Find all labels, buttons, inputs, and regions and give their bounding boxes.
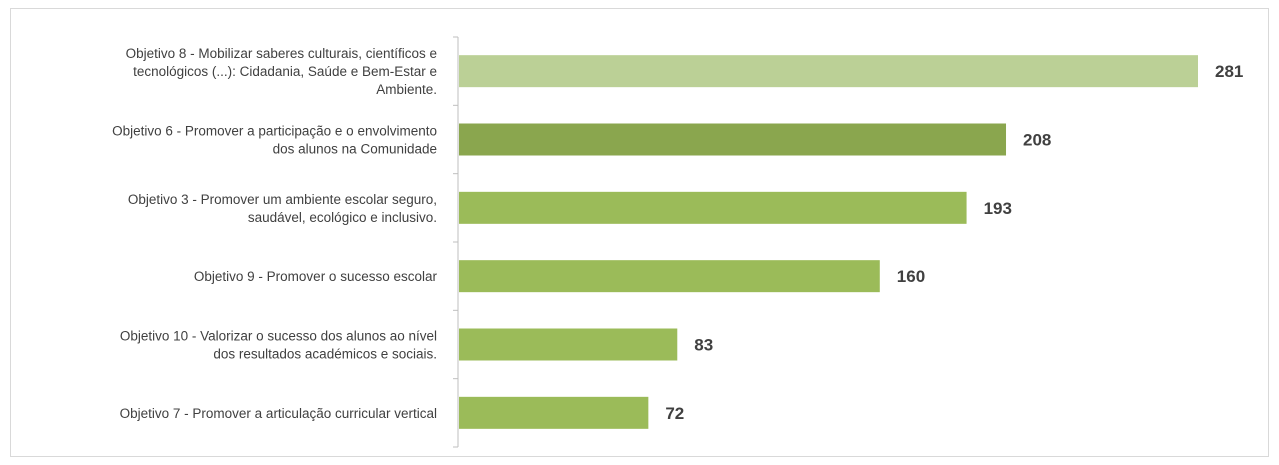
bar bbox=[459, 55, 1198, 88]
category-label-line: Objetivo 6 - Promover a participação e o… bbox=[112, 124, 437, 139]
value-label: 83 bbox=[694, 336, 713, 355]
category-label-line: Ambiente. bbox=[376, 82, 437, 97]
category-label-line: Objetivo 8 - Mobilizar saberes culturais… bbox=[126, 46, 437, 61]
category-label-line: tecnológicos (...): Cidadania, Saúde e B… bbox=[133, 64, 437, 79]
bar bbox=[459, 328, 678, 361]
value-label: 208 bbox=[1023, 131, 1051, 150]
value-label: 72 bbox=[665, 404, 684, 423]
category-label: Objetivo 10 - Valorizar o sucesso dos al… bbox=[120, 329, 437, 362]
bar bbox=[459, 260, 880, 293]
category-label: Objetivo 3 - Promover um ambiente escola… bbox=[128, 192, 437, 225]
category-label-line: Objetivo 7 - Promover a articulação curr… bbox=[120, 406, 437, 421]
value-label: 160 bbox=[897, 267, 925, 286]
value-label: 193 bbox=[984, 199, 1012, 218]
value-label: 281 bbox=[1215, 62, 1243, 81]
bar bbox=[459, 396, 649, 429]
category-label: Objetivo 9 - Promover o sucesso escolar bbox=[194, 269, 438, 284]
category-label-line: dos resultados académicos e sociais. bbox=[213, 347, 437, 362]
chart-frame: 281 Objetivo 8 - Mobilizar saberes cultur… bbox=[10, 8, 1269, 457]
category-label-line: Objetivo 10 - Valorizar o sucesso dos al… bbox=[120, 329, 437, 344]
category-label-line: Objetivo 9 - Promover o sucesso escolar bbox=[194, 269, 438, 284]
category-label: Objetivo 7 - Promover a articulação curr… bbox=[120, 406, 437, 421]
category-label: Objetivo 6 - Promover a participação e o… bbox=[112, 124, 437, 157]
bar-chart: 281 Objetivo 8 - Mobilizar saberes cultur… bbox=[112, 36, 1243, 448]
bar bbox=[459, 123, 1007, 156]
category-label: Objetivo 8 - Mobilizar saberes culturais… bbox=[126, 46, 437, 97]
category-label-line: saudável, ecológico e inclusivo. bbox=[248, 210, 437, 225]
category-label-line: dos alunos na Comunidade bbox=[273, 142, 437, 157]
bar bbox=[459, 191, 967, 224]
category-label-line: Objetivo 3 - Promover um ambiente escola… bbox=[128, 192, 437, 207]
